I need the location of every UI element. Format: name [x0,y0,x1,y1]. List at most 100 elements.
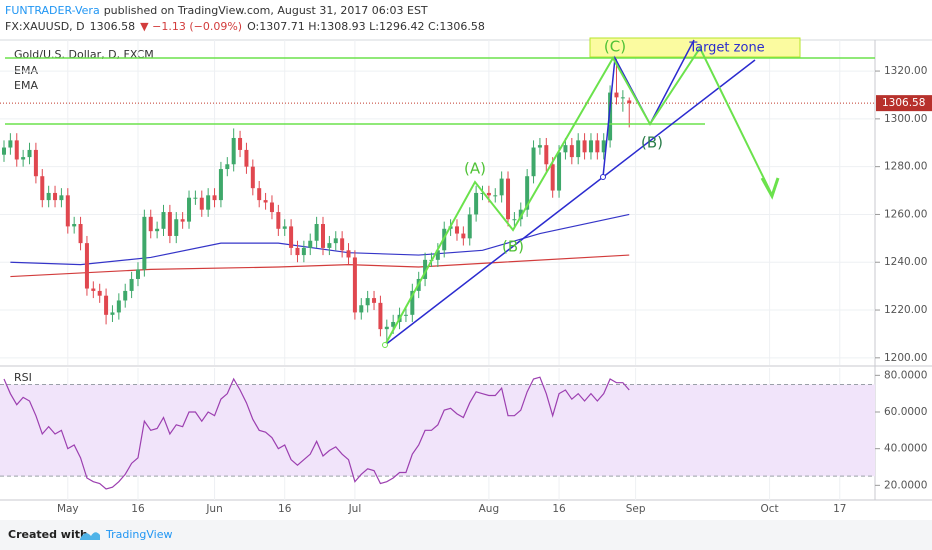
annotations: (A) (B) (C) (B) Target zone [5,37,875,348]
y-tick-label: 1260.00 [884,208,927,220]
candle-body [557,152,562,191]
target-label: Target zone [688,41,764,56]
y-tick-label: 1320.00 [884,65,927,77]
candle-body [608,92,613,141]
x-tick-label: 17 [833,503,846,515]
candle-body [104,295,109,315]
candle-body [352,257,357,313]
candle-body [135,269,140,279]
candle-body [2,147,6,155]
footer-created: Created with [8,528,88,541]
wave-label: (A) [464,160,486,178]
candle-body [563,145,568,153]
rsi-band [0,384,875,477]
last-price-box [876,95,932,112]
candle-body [250,166,255,189]
x-tick-label: May [57,503,79,515]
candle-body [512,219,517,221]
candle-body [161,212,166,229]
candle-body [308,240,313,248]
candle-body [33,149,38,177]
candle-body [372,298,377,303]
candle-body [289,226,294,248]
author: FUNTRADER-Vera [5,4,100,17]
footer-brand: TradingView [105,528,172,541]
candle-body [72,224,77,227]
candle-body [359,305,364,313]
candle-body [518,209,523,220]
candle-body [40,176,45,201]
candle-body [199,197,204,210]
candle-body [410,290,415,315]
candle-body [378,302,383,330]
candle-body [474,192,479,215]
rsi-line [3,376,630,490]
y-tick-label: 80.0000 [884,369,927,381]
candle-body [435,250,440,260]
candle-body [282,226,287,229]
candle-body [123,290,128,301]
wave-path [384,45,773,346]
candle-body [110,312,115,315]
candle-body [129,278,134,291]
candle-body [65,195,70,227]
y-tick-label: 20.0000 [884,479,927,491]
last-price-label: 1306.58 [882,97,925,109]
candle-body [531,147,536,177]
x-tick-label: Jul [348,503,362,515]
candle-body [257,188,262,201]
candle-body [595,140,600,153]
wave-label: (B) [641,134,663,152]
published: published on TradingView.com, August 31,… [104,4,428,17]
wave-label: (C) [604,38,626,56]
candle-body [480,192,485,194]
arrow-head [760,177,780,200]
candle-body [91,288,96,291]
candle-body [46,192,51,201]
x-tick-label: Oct [761,503,779,515]
anchor [382,342,388,348]
x-tick-label: 16 [552,503,566,515]
candle-body [499,178,504,196]
candle-body [391,321,396,327]
candle-body [321,224,325,248]
candle-body [187,197,192,222]
candle-body [295,247,300,256]
candle-body [582,140,587,153]
candle-body [550,164,555,191]
candle-body [620,97,625,99]
y-tick-label: 1300.00 [884,113,927,125]
candle-body [276,212,281,229]
candle-body [225,164,230,170]
candle-body [340,238,345,251]
candle-body [537,145,542,148]
trend-line [384,59,756,346]
candle-body [116,300,121,313]
candle-body [486,192,491,196]
candle-body [454,226,459,234]
symbol: FX:XAUUSD, D [5,20,85,33]
candle-body [327,243,332,248]
legend-entry: EMA [14,79,38,92]
candle-body [78,224,83,244]
candle-body [461,233,466,239]
change: ▼ −1.13 (−0.09%) [140,20,242,33]
y-tick-label: 1200.00 [884,352,927,364]
candle-body [601,140,606,153]
x-tick-label: Jun [205,503,222,515]
last-price: 1306.58 [90,20,136,33]
candle-body [525,176,530,210]
candle-body [142,216,147,270]
logo [80,532,100,540]
candle-body [155,228,160,232]
candle-body [588,140,593,153]
candle-body [365,298,370,306]
candle-body [614,92,619,98]
candle-body [180,219,185,222]
x-tick-label: Aug [479,503,500,515]
candle-body [403,314,408,316]
footer-bar [0,520,932,550]
candle-body [97,290,102,296]
anchor [600,174,606,180]
